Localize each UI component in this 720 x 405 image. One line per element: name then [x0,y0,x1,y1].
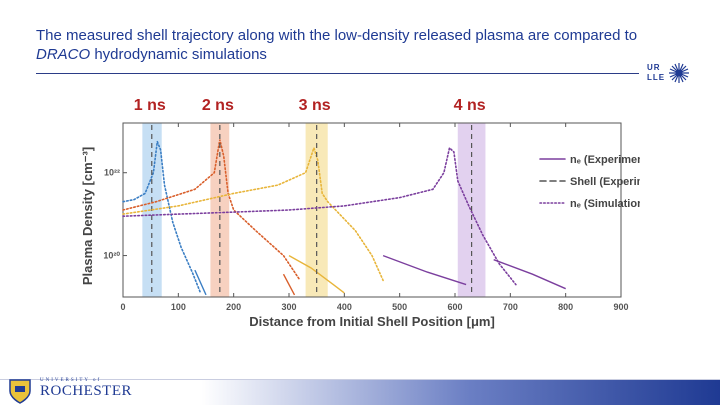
x-tick-label: 200 [226,302,241,312]
plot-frame [122,122,622,298]
x-tick-label: 100 [171,302,186,312]
experiment-line-2 [282,273,296,296]
university-shield-icon [9,379,31,404]
university-logo: UNIVERSITY of ROCHESTER [8,377,132,405]
density-chart: 0 100 200 300 400 500 600 700 800 900 10²⁰ 10²² Dist… [80,122,640,329]
legend-label-1: nₑ (Experiment) [570,154,640,166]
x-tick-label: 400 [337,302,352,312]
lle-logo-ur: UR [647,63,661,72]
x-tick-label: 0 [120,302,125,312]
experiment-line-1 [194,269,207,296]
experiment-line-4 [493,259,566,290]
title-divider [36,73,639,74]
time-label-4: 4 ns [453,97,486,114]
footer-bar [0,380,720,405]
simulation-line-4 [122,146,517,286]
time-label-3: 3 ns [298,97,331,114]
legend-label-3: nₑ (Simulation) [570,198,640,210]
simulation-line-2 [122,139,301,282]
time-label-2: 2 ns [201,97,234,114]
slide-title-italic: DRACO [36,46,91,63]
x-tick-label: 900 [613,302,628,312]
legend-label-2: Shell (Experiment) [570,176,640,188]
x-tick-label: 600 [447,302,462,312]
simulation-line-3 [122,145,384,282]
simulation-line-1 [122,141,202,294]
y-tick-label: 10²⁰ [103,251,120,261]
lle-logo: UR LLE [644,62,690,86]
x-axis-label: Distance from Initial Shell Position [μm… [249,314,495,329]
x-tick-label: 700 [503,302,518,312]
time-label-1: 1 ns [133,97,166,114]
laser-burst-icon [669,63,689,83]
university-name: ROCHESTER [40,383,133,399]
experiment-line-3 [288,254,345,294]
footer-divider [0,379,720,380]
x-tick-label: 300 [281,302,296,312]
y-axis-label: Plasma Density [cm⁻³] [80,147,95,285]
lle-logo-lle: LLE [647,73,666,82]
slide-title: The measured shell trajectory along with… [36,27,638,63]
experiment-line-4a [382,254,467,286]
y-tick-label: 10²² [104,168,120,178]
x-tick-label: 500 [392,302,407,312]
x-tick-label: 800 [558,302,573,312]
university-small-text: UNIVERSITY of [40,378,102,383]
